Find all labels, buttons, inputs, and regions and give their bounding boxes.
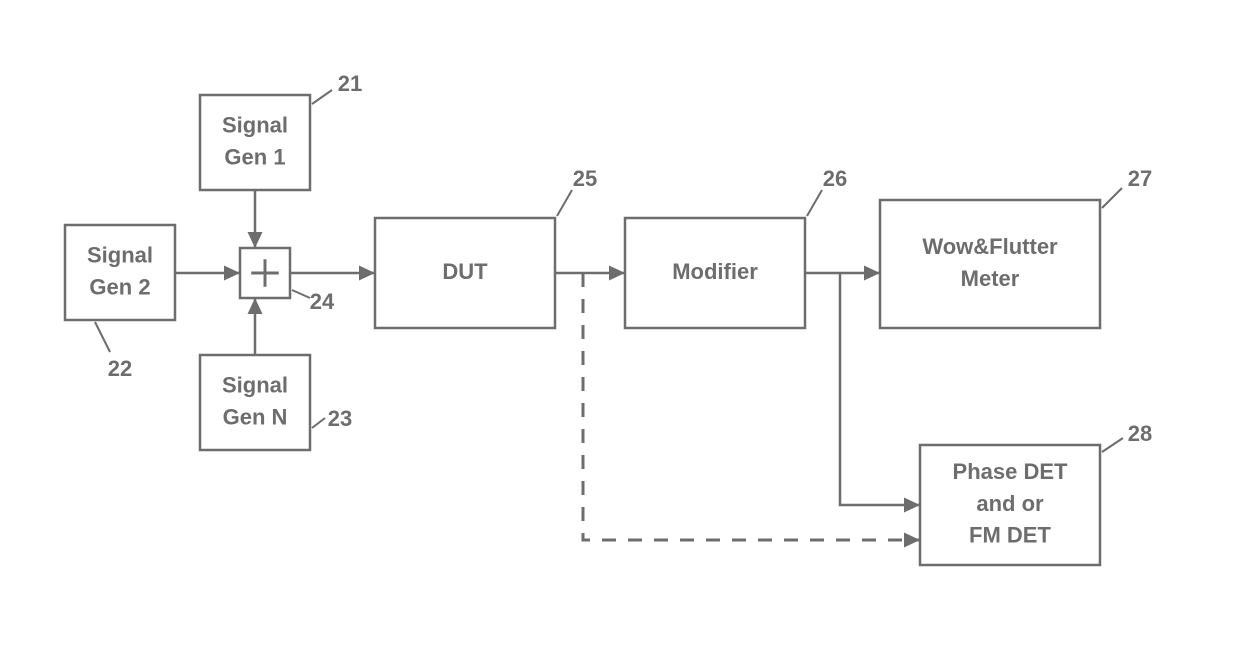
leader-phase bbox=[1102, 438, 1123, 452]
block-dut-label-0: DUT bbox=[442, 259, 488, 284]
ref-sigN: 23 bbox=[328, 406, 352, 431]
block-sig1-label-0: Signal bbox=[222, 112, 288, 137]
edge-dut-to-phase bbox=[583, 273, 920, 540]
block-phase-label-0: Phase DET bbox=[953, 459, 1068, 484]
block-phase-label-1: and or bbox=[976, 491, 1044, 516]
arrow-head bbox=[609, 266, 625, 281]
arrow-head bbox=[224, 266, 240, 281]
ref-dut: 25 bbox=[573, 166, 597, 191]
block-sig2-label-0: Signal bbox=[87, 242, 153, 267]
block-mod-label-0: Modifier bbox=[672, 259, 758, 284]
leader-sigN bbox=[312, 418, 325, 428]
block-sigN-label-0: Signal bbox=[222, 372, 288, 397]
block-wow-label-1: Meter bbox=[961, 266, 1020, 291]
block-wow bbox=[880, 200, 1100, 328]
ref-phase: 28 bbox=[1128, 421, 1152, 446]
arrow-head bbox=[864, 266, 880, 281]
block-sig2 bbox=[65, 225, 175, 320]
block-sigN bbox=[200, 355, 310, 450]
arrow-head bbox=[248, 232, 263, 248]
ref-sig1: 21 bbox=[338, 71, 362, 96]
block-phase-label-2: FM DET bbox=[969, 523, 1051, 548]
block-sigN-label-1: Gen N bbox=[223, 404, 288, 429]
leader-sig1 bbox=[312, 90, 332, 104]
arrow-head bbox=[904, 533, 920, 548]
text-layer: Signal Gen 1 21 Signal Gen 2 22 Signal Gen N 23 2… bbox=[87, 71, 1152, 548]
ref-sig2: 22 bbox=[108, 356, 132, 381]
ref-wow: 27 bbox=[1128, 166, 1152, 191]
block-wow-label-0: Wow&Flutter bbox=[922, 234, 1058, 259]
leader-sig2 bbox=[95, 322, 110, 352]
leader-wow bbox=[1102, 188, 1122, 208]
ref-mod: 26 bbox=[823, 166, 847, 191]
leader-dut bbox=[557, 190, 572, 216]
block-sig1 bbox=[200, 95, 310, 190]
arrow-head bbox=[359, 266, 375, 281]
arrow-head bbox=[248, 298, 263, 314]
block-sig1-label-1: Gen 1 bbox=[224, 144, 285, 169]
leader-sum bbox=[292, 290, 310, 298]
wires-layer bbox=[175, 190, 920, 540]
block-sig2-label-1: Gen 2 bbox=[89, 274, 150, 299]
arrow-head bbox=[904, 498, 920, 513]
block-diagram: Signal Gen 1 21 Signal Gen 2 22 Signal Gen N 23 2… bbox=[0, 0, 1240, 651]
leader-mod bbox=[807, 190, 822, 216]
ref-sum: 24 bbox=[310, 289, 335, 314]
